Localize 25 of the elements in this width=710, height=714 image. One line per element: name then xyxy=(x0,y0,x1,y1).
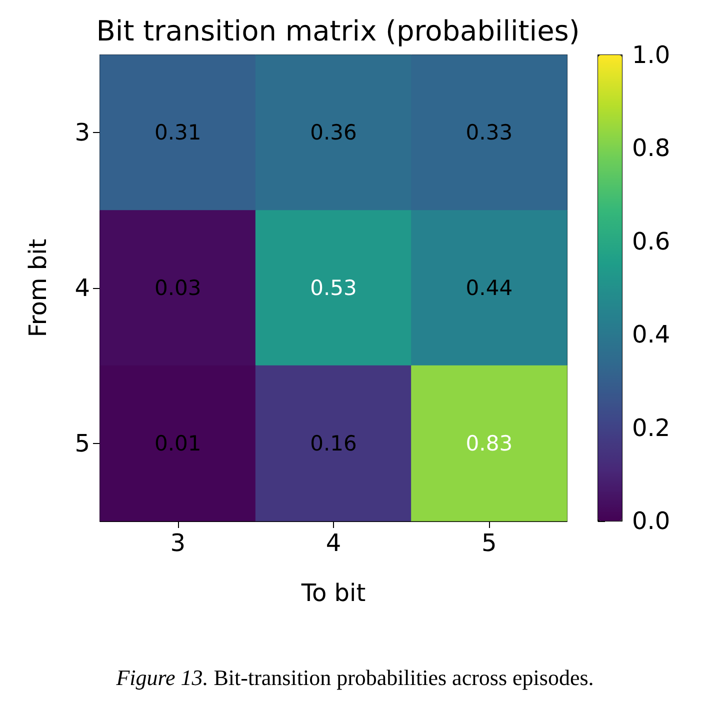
color-bar-label: 1.0 xyxy=(632,41,670,69)
y-tick-label: 3 xyxy=(74,118,90,147)
color-bar-label: 0.2 xyxy=(632,414,670,442)
data-label: 0.33 xyxy=(466,120,513,145)
x-tick-label: 5 xyxy=(482,529,497,557)
color-bar-label: 0.6 xyxy=(632,227,670,256)
y-axis-title: From bit xyxy=(24,238,52,338)
x-tick-label: 4 xyxy=(326,529,342,557)
y-tick-label: 5 xyxy=(74,429,90,458)
color-bar-label: 0.0 xyxy=(632,507,670,535)
data-label: 0.53 xyxy=(310,276,357,300)
x-tick-label: 3 xyxy=(170,529,186,557)
chart-title: Bit transition matrix (probabilities) xyxy=(96,14,580,48)
color-bar-label: 0.8 xyxy=(632,134,670,162)
data-label: 0.31 xyxy=(154,120,202,145)
color-bar-label: 0.4 xyxy=(632,320,670,349)
data-label: 0.36 xyxy=(310,120,357,145)
data-label: 0.03 xyxy=(154,276,202,300)
data-label: 0.83 xyxy=(466,431,513,456)
data-label: 0.44 xyxy=(466,276,513,300)
y-tick-label: 4 xyxy=(74,274,90,302)
data-label: 0.16 xyxy=(310,431,357,456)
x-axis-title: To bit xyxy=(300,579,366,607)
data-label: 0.01 xyxy=(154,431,202,456)
caption: Figure 13. Bit-transition probabilities across episodes. xyxy=(115,665,595,691)
